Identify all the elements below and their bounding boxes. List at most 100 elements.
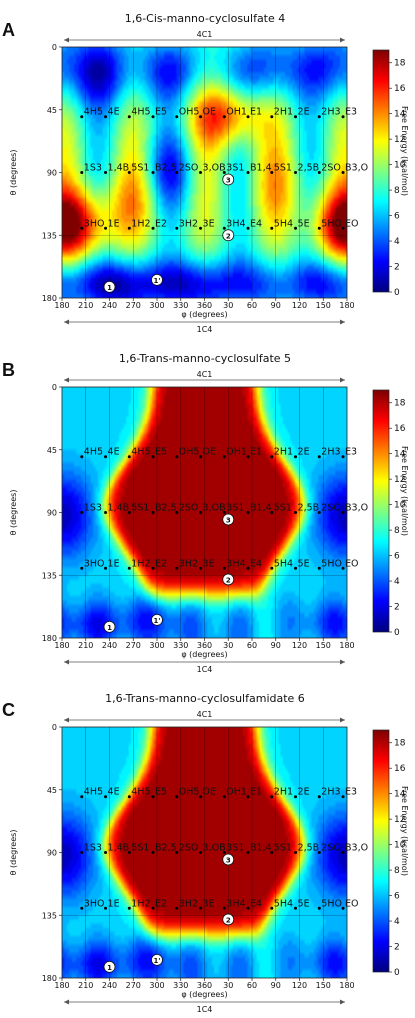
y-axis-label: θ (degrees) [9, 830, 18, 876]
x-tick-label: 180 [339, 981, 354, 990]
x-tick-label: 90 [271, 981, 281, 990]
conformer-label: E2 [155, 218, 167, 229]
colorbar-label: Free Energy (kcal/mol) [400, 106, 409, 196]
panel-title: 1,6-Trans-manno-cyclosulfate 5 [118, 352, 292, 365]
conformer-dot [151, 566, 155, 570]
conformer-label: 2SO [321, 503, 341, 514]
conformer-label: 3E [203, 558, 215, 569]
conformer-dot [294, 226, 298, 230]
conformer-dot [151, 455, 155, 459]
conformer-label: 5S1 [274, 503, 292, 514]
conformer-dot [104, 171, 108, 174]
conformer-dot [246, 795, 250, 799]
colorbar-tick-label: 4 [394, 577, 400, 587]
conformer-label: 2H1 [274, 787, 293, 798]
y-tick-label: 180 [42, 294, 57, 303]
colorbar-tick-label: 18 [394, 739, 406, 749]
conformer-dot [222, 906, 226, 910]
meridian-lines [85, 47, 324, 298]
x-tick-label: 90 [271, 641, 281, 650]
conformer-dot [199, 795, 203, 799]
conformer-dot [341, 566, 345, 570]
x-tick-label: 300 [149, 641, 164, 650]
conformer-dot [317, 455, 321, 459]
bottom-puckering-label: 1C4 [64, 659, 345, 674]
conformer-dot [151, 906, 155, 910]
minimum-label: 2 [226, 576, 231, 584]
conformer-label: 1,4B [108, 843, 130, 854]
minima-markers: 1 1' 2 3 [103, 853, 235, 973]
conformer-label: 3E [203, 898, 215, 909]
conformer-label: 3HO [84, 558, 105, 569]
conformer-dot [246, 455, 250, 459]
conformer-label: 3H4 [226, 898, 245, 909]
conformer-label: 1H2 [131, 898, 150, 909]
conformer-dot [151, 226, 155, 230]
conformer-label: 1,4B [108, 503, 130, 514]
conformer-dot [175, 511, 179, 514]
conformer-dot [246, 511, 250, 514]
conformer-dot [270, 115, 274, 119]
conformer-dot [199, 115, 203, 119]
colorbar-tick-label: 6 [394, 552, 400, 562]
conformer-dot [246, 115, 250, 119]
x-tick-label: 180 [54, 301, 69, 310]
x-tick-label: 180 [54, 981, 69, 990]
conformer-label: 5HO [321, 898, 342, 909]
conformer-dot [199, 566, 203, 570]
conformer-dot [341, 795, 345, 799]
y-axis-label: θ (degrees) [9, 490, 18, 536]
conformer-label: 3S1 [226, 503, 244, 514]
conformer-label: E2 [155, 558, 167, 569]
conformer-label: 5HO [321, 558, 342, 569]
conformer-dot [127, 455, 131, 459]
conformer-dot [270, 226, 274, 230]
x-axis: 180 210 240 270 300 330 360 30 60 90 120 150 180 φ (d… [54, 638, 355, 659]
minima-markers: 1 1' 2 3 [103, 513, 235, 633]
conformer-dot [127, 566, 131, 570]
x-tick-label: 210 [78, 981, 93, 990]
conformer-label: 1,4B [108, 163, 130, 174]
x-tick-label: 30 [223, 301, 233, 310]
minimum-label: 1' [153, 957, 160, 965]
conformer-label: 3H2 [179, 898, 198, 909]
conformer-label: EO [345, 558, 358, 569]
conformer-dot [317, 171, 321, 174]
conformer-dot [317, 115, 321, 119]
conformer-dot [341, 115, 345, 119]
conformer-label: 2SO [179, 163, 199, 174]
conformer-label: 3,OB [203, 503, 226, 514]
conformer-dot [151, 171, 155, 174]
conformer-label: 3E [203, 218, 215, 229]
panel-b: B 1,6-Trans-manno-cyclosulfate 5 4C1 4H5 4… [0, 340, 415, 675]
colorbar-tick-label: 4 [394, 237, 400, 247]
conformer-label: 2SO [321, 163, 341, 174]
minimum-marker [222, 853, 235, 866]
conformer-dot [270, 906, 274, 910]
conformer-label: OH1 [226, 107, 247, 118]
x-axis: 180 210 240 270 300 330 360 30 60 90 120 150 180 φ (d… [54, 978, 355, 999]
colorbar-tick-label: 2 [394, 603, 400, 613]
conformer-dot [175, 171, 179, 174]
top-label-text: 4C1 [197, 370, 213, 379]
colorbar-tick-label: 12 [394, 815, 405, 825]
panel-title: 1,6-Trans-manno-cyclosulfamidate 6 [105, 692, 305, 705]
energy-map-b: 4C1 4H5 4E 4H5 E5 OH5 OE OH1 E1 2H1 2E 2H3 E3 1S3 1,4B… [9, 370, 409, 674]
colorbar-tick-label: 10 [394, 161, 406, 171]
conformer-label: 3S1 [226, 843, 244, 854]
conformer-label: 5S1 [131, 503, 149, 514]
meridian-lines [85, 727, 324, 978]
conformer-dot [175, 455, 179, 459]
conformer-dot [127, 171, 131, 174]
panel-c: C 1,6-Trans-manno-cyclosulfamidate 6 4C1… [0, 680, 415, 1018]
x-tick-label: 150 [316, 981, 331, 990]
conformer-dot [104, 455, 108, 459]
conformer-dot [199, 171, 203, 174]
conformer-label: 4H5 [84, 107, 103, 118]
conformer-dot [127, 795, 131, 799]
conformer-label: 3S1 [226, 163, 244, 174]
minimum-label: 1 [107, 964, 112, 972]
colorbar-tick-label: 14 [394, 790, 406, 800]
